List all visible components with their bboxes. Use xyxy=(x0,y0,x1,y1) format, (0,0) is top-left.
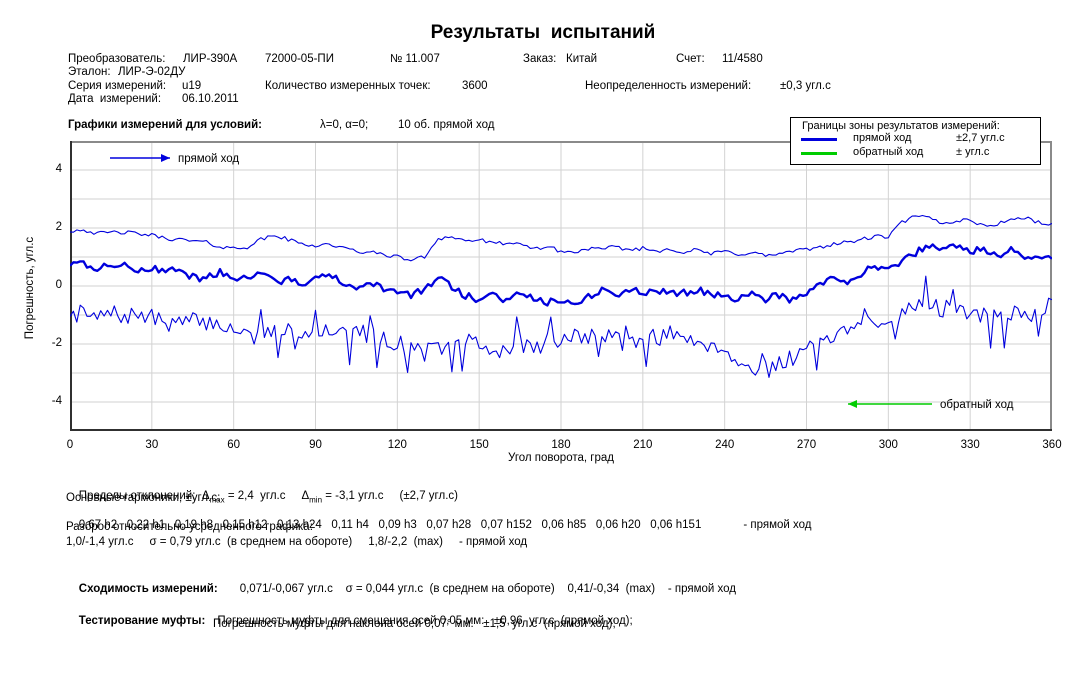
x-axis-label: Угол поворота, град xyxy=(508,452,614,464)
legend-title: Границы зоны результатов измерений: xyxy=(802,120,1000,132)
coupling-offset-value: Погрешность муфты для смещения осей 0,05… xyxy=(217,615,633,627)
x-tick-label: 30 xyxy=(145,439,159,451)
scatter-line: 1,0/-1,4 угл.с σ = 0,79 угл.с (в среднем… xyxy=(66,536,528,548)
legend-forward-label: прямой ход xyxy=(853,132,912,144)
coupling-label: Тестирование муфты: xyxy=(78,615,206,627)
limits-max-value: = 2,4 угл.с xyxy=(224,490,302,502)
uncertainty-value: ±0,3 угл.с xyxy=(780,80,831,92)
conditions-value: λ=0, α=0; xyxy=(320,119,369,131)
harmonics-values: 0,67 h2 0,22 h1 0,19 h8 0,15 h12 0,13 h2… xyxy=(78,519,702,531)
series-line xyxy=(70,243,1052,307)
account-value: 11/4580 xyxy=(722,53,763,65)
delta-max-symbol: Δ xyxy=(201,490,210,502)
page-title: Результаты испытаний xyxy=(430,22,656,43)
x-tick-label: 60 xyxy=(227,439,241,451)
repeatability-label: Сходимость измерений: xyxy=(78,583,218,595)
points-value: 3600 xyxy=(462,80,488,92)
coupling-line-1: Тестирование муфты: Погрешность муфты для… xyxy=(66,602,633,641)
legend-reverse-value: ± угл.с xyxy=(956,146,990,158)
y-tick-label: 4 xyxy=(55,163,62,175)
points-label: Количество измеренных точек: xyxy=(265,80,431,92)
legend-forward-value: ±2,7 угл.с xyxy=(956,132,1005,144)
delta-min-symbol: Δ xyxy=(301,490,310,502)
transducer-label: Преобразователь: xyxy=(68,53,166,65)
arrow-head-icon xyxy=(161,154,170,162)
date-value: 06.10.2011 xyxy=(182,93,239,105)
repeatability-line: Сходимость измерений: 0,071/-0,067 угл.с … xyxy=(66,570,736,609)
series-label: Серия измерений: xyxy=(68,80,167,92)
transducer-code: 72000-05-ПИ xyxy=(265,53,334,65)
order-label: Заказ: xyxy=(523,53,557,65)
chart-annotation-text: прямой ход xyxy=(178,153,239,165)
reverse-line-swatch-icon xyxy=(801,152,837,155)
series-line xyxy=(70,275,1052,378)
transducer-model: ЛИР-390А xyxy=(183,53,238,65)
x-tick-label: 330 xyxy=(960,439,980,451)
y-axis-label: Погрешность, угл.с xyxy=(24,236,36,340)
harmonics-suffix: - прямой ход xyxy=(743,519,812,531)
etalon-value: ЛИР-Э-02ДУ xyxy=(118,66,186,78)
x-tick-label: 180 xyxy=(551,439,571,451)
delta-max-sub: max xyxy=(209,495,225,505)
conditions-label: Графики измерений для условий: xyxy=(68,119,262,131)
limits-total-value: (±2,7 угл.с) xyxy=(399,490,458,502)
x-tick-label: 120 xyxy=(387,439,407,451)
x-tick-label: 300 xyxy=(878,439,898,451)
etalon-label: Эталон: xyxy=(68,66,111,78)
legend-reverse-label: обратный ход xyxy=(853,146,924,158)
x-tick-label: 90 xyxy=(309,439,322,451)
order-value: Китай xyxy=(566,53,598,65)
serial-number: № 11.007 xyxy=(390,53,440,65)
x-tick-label: 0 xyxy=(66,439,74,451)
y-tick-label: -2 xyxy=(51,337,62,349)
chart-legend: Границы зоны результатов измерений: прям… xyxy=(790,117,1041,165)
harmonics-label: Основные гармоники, ±угл.с: xyxy=(66,492,221,504)
date-label: Дата измерений: xyxy=(68,93,162,105)
forward-line-swatch-icon xyxy=(801,138,837,141)
y-tick-label: -4 xyxy=(51,395,62,407)
account-label: Счет: xyxy=(676,53,705,65)
conditions-mode: 10 об. прямой ход xyxy=(398,119,495,131)
uncertainty-label: Неопределенность измерений: xyxy=(585,80,752,92)
x-tick-label: 360 xyxy=(1042,439,1062,451)
series-value: u19 xyxy=(182,80,202,92)
x-tick-label: 270 xyxy=(796,439,817,451)
limits-min-value: = -3,1 угл.с xyxy=(322,490,400,502)
deviation-limits-line: Пределы отклонений: Δmax = 2,4 угл.с Δmi… xyxy=(66,477,458,519)
x-tick-label: 150 xyxy=(469,439,489,451)
harmonics-line: 0,67 h2 0,22 h1 0,19 h8 0,15 h12 0,13 h2… xyxy=(66,506,812,545)
repeatability-values: 0,071/-0,067 угл.с σ = 0,044 угл.с (в ср… xyxy=(239,583,736,595)
y-tick-label: 2 xyxy=(55,221,62,233)
delta-min-sub: min xyxy=(309,495,323,505)
x-tick-label: 210 xyxy=(633,439,653,451)
error-chart: прямой ход обратный ход xyxy=(70,141,1052,431)
limits-label: Пределы отклонений: xyxy=(78,490,202,502)
arrow-head-icon xyxy=(848,400,857,408)
series-line xyxy=(70,214,1052,262)
chart-annotation-text: обратный ход xyxy=(940,399,1014,411)
y-tick-label: 0 xyxy=(55,279,62,291)
x-tick-label: 240 xyxy=(715,439,735,451)
coupling-line-2: Погрешность муфты для наклона осей 0,07°… xyxy=(213,618,616,630)
scatter-label: Разброс относительно усредненного график… xyxy=(66,521,313,533)
